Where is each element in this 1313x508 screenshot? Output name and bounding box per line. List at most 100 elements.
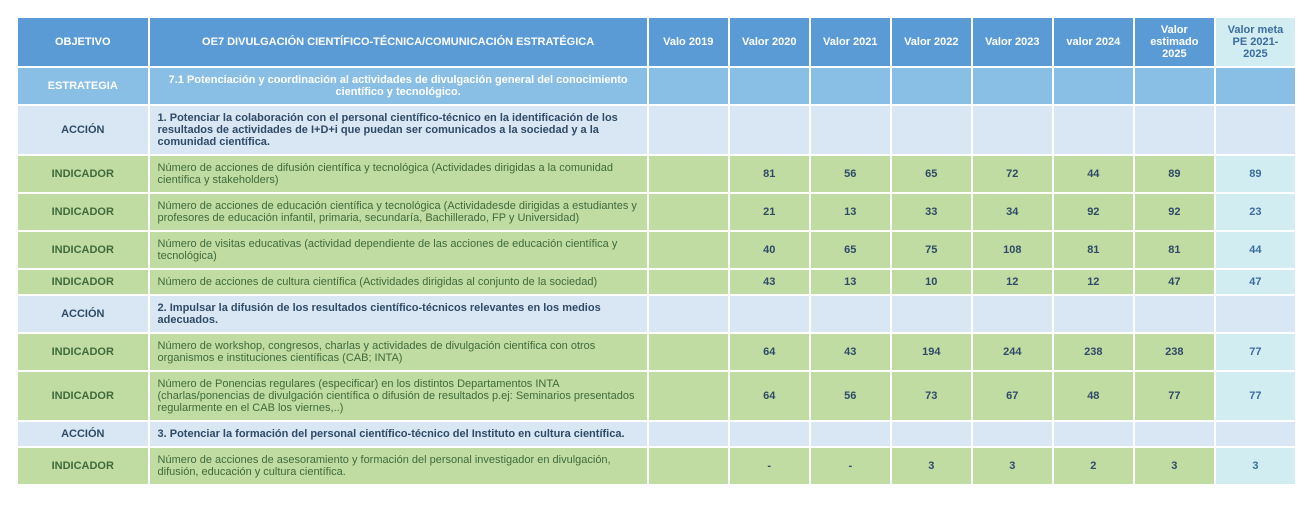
empty-cell bbox=[1054, 106, 1133, 154]
val-2025: 47 bbox=[1135, 270, 1214, 294]
val-2023: 67 bbox=[973, 372, 1052, 420]
accion-row-1: ACCIÓN 1. Potenciar la colaboración con … bbox=[18, 106, 1295, 154]
val-2025: 89 bbox=[1135, 156, 1214, 192]
val-2023: 72 bbox=[973, 156, 1052, 192]
indicador-label: INDICADOR bbox=[18, 372, 148, 420]
empty-cell bbox=[1135, 422, 1214, 446]
val-2021: 13 bbox=[811, 270, 890, 294]
accion-label: ACCIÓN bbox=[18, 422, 148, 446]
empty-cell bbox=[1054, 296, 1133, 332]
accion-text: 2. Impulsar la difusión de los resultado… bbox=[150, 296, 647, 332]
accion-text: 1. Potenciar la colaboración con el pers… bbox=[150, 106, 647, 154]
val-2025: 81 bbox=[1135, 232, 1214, 268]
val-2020: 64 bbox=[730, 334, 809, 370]
col-2021: Valor 2021 bbox=[811, 18, 890, 66]
col-meta: Valor meta PE 2021-2025 bbox=[1216, 18, 1295, 66]
indicators-table: OBJETIVO OE7 DIVULGACIÓN CIENTÍFICO-TÉCN… bbox=[16, 16, 1297, 486]
val-2020: - bbox=[730, 448, 809, 484]
empty-cell bbox=[892, 68, 971, 104]
val-2021: - bbox=[811, 448, 890, 484]
indicador-row-6: INDICADOR Número de Ponencias regulares … bbox=[18, 372, 1295, 420]
val-2024: 81 bbox=[1054, 232, 1133, 268]
val-2020: 81 bbox=[730, 156, 809, 192]
col-objetivo: OBJETIVO bbox=[18, 18, 148, 66]
val-2023: 34 bbox=[973, 194, 1052, 230]
val-2023: 108 bbox=[973, 232, 1052, 268]
indicador-text: Número de Ponencias regulares (especific… bbox=[150, 372, 647, 420]
indicador-label: INDICADOR bbox=[18, 156, 148, 192]
col-2019: Valo 2019 bbox=[649, 18, 728, 66]
val-2021: 56 bbox=[811, 156, 890, 192]
val-2022: 73 bbox=[892, 372, 971, 420]
val-2024: 2 bbox=[1054, 448, 1133, 484]
empty-cell bbox=[730, 106, 809, 154]
empty-cell bbox=[649, 68, 728, 104]
empty-cell bbox=[973, 422, 1052, 446]
indicador-label: INDICADOR bbox=[18, 270, 148, 294]
estrategia-row: ESTRATEGIA 7.1 Potenciación y coordinaci… bbox=[18, 68, 1295, 104]
empty-cell bbox=[973, 106, 1052, 154]
val-2025: 92 bbox=[1135, 194, 1214, 230]
val-2020: 64 bbox=[730, 372, 809, 420]
val-2022: 75 bbox=[892, 232, 971, 268]
col-oe7: OE7 DIVULGACIÓN CIENTÍFICO-TÉCNICA/COMUN… bbox=[150, 18, 647, 66]
empty-cell bbox=[811, 422, 890, 446]
indicador-text: Número de visitas educativas (actividad … bbox=[150, 232, 647, 268]
empty-cell bbox=[892, 106, 971, 154]
indicador-text: Número de acciones de cultura científica… bbox=[150, 270, 647, 294]
val-2019 bbox=[649, 334, 728, 370]
val-2019 bbox=[649, 156, 728, 192]
val-2022: 33 bbox=[892, 194, 971, 230]
empty-cell bbox=[649, 422, 728, 446]
val-meta: 77 bbox=[1216, 372, 1295, 420]
val-2024: 238 bbox=[1054, 334, 1133, 370]
empty-cell bbox=[1216, 296, 1295, 332]
val-meta: 89 bbox=[1216, 156, 1295, 192]
val-2021: 56 bbox=[811, 372, 890, 420]
val-2020: 43 bbox=[730, 270, 809, 294]
indicador-label: INDICADOR bbox=[18, 334, 148, 370]
empty-cell bbox=[730, 422, 809, 446]
indicador-label: INDICADOR bbox=[18, 232, 148, 268]
indicador-row-7: INDICADOR Número de acciones de asesoram… bbox=[18, 448, 1295, 484]
val-meta: 44 bbox=[1216, 232, 1295, 268]
val-2023: 12 bbox=[973, 270, 1052, 294]
empty-cell bbox=[973, 296, 1052, 332]
empty-cell bbox=[1135, 296, 1214, 332]
val-2022: 194 bbox=[892, 334, 971, 370]
indicador-row-2: INDICADOR Número de acciones de educació… bbox=[18, 194, 1295, 230]
indicador-text: Número de acciones de difusión científic… bbox=[150, 156, 647, 192]
estrategia-label: ESTRATEGIA bbox=[18, 68, 148, 104]
indicador-label: INDICADOR bbox=[18, 194, 148, 230]
val-2024: 92 bbox=[1054, 194, 1133, 230]
empty-cell bbox=[973, 68, 1052, 104]
val-meta: 77 bbox=[1216, 334, 1295, 370]
val-2020: 21 bbox=[730, 194, 809, 230]
val-2025: 3 bbox=[1135, 448, 1214, 484]
accion-row-2: ACCIÓN 2. Impulsar la difusión de los re… bbox=[18, 296, 1295, 332]
val-2022: 3 bbox=[892, 448, 971, 484]
estrategia-text: 7.1 Potenciación y coordinación al activ… bbox=[150, 68, 647, 104]
accion-text: 3. Potenciar la formación del personal c… bbox=[150, 422, 647, 446]
col-2025est: Valor estimado 2025 bbox=[1135, 18, 1214, 66]
val-2025: 77 bbox=[1135, 372, 1214, 420]
val-2020: 40 bbox=[730, 232, 809, 268]
val-2021: 43 bbox=[811, 334, 890, 370]
val-meta: 23 bbox=[1216, 194, 1295, 230]
empty-cell bbox=[811, 68, 890, 104]
empty-cell bbox=[649, 106, 728, 154]
val-2019 bbox=[649, 448, 728, 484]
val-meta: 47 bbox=[1216, 270, 1295, 294]
empty-cell bbox=[1216, 422, 1295, 446]
val-2024: 12 bbox=[1054, 270, 1133, 294]
indicador-row-4: INDICADOR Número de acciones de cultura … bbox=[18, 270, 1295, 294]
val-2023: 3 bbox=[973, 448, 1052, 484]
empty-cell bbox=[730, 296, 809, 332]
val-2022: 65 bbox=[892, 156, 971, 192]
val-2019 bbox=[649, 372, 728, 420]
indicador-row-3: INDICADOR Número de visitas educativas (… bbox=[18, 232, 1295, 268]
empty-cell bbox=[811, 296, 890, 332]
empty-cell bbox=[1054, 68, 1133, 104]
col-2023: Valor 2023 bbox=[973, 18, 1052, 66]
indicador-row-1: INDICADOR Número de acciones de difusión… bbox=[18, 156, 1295, 192]
